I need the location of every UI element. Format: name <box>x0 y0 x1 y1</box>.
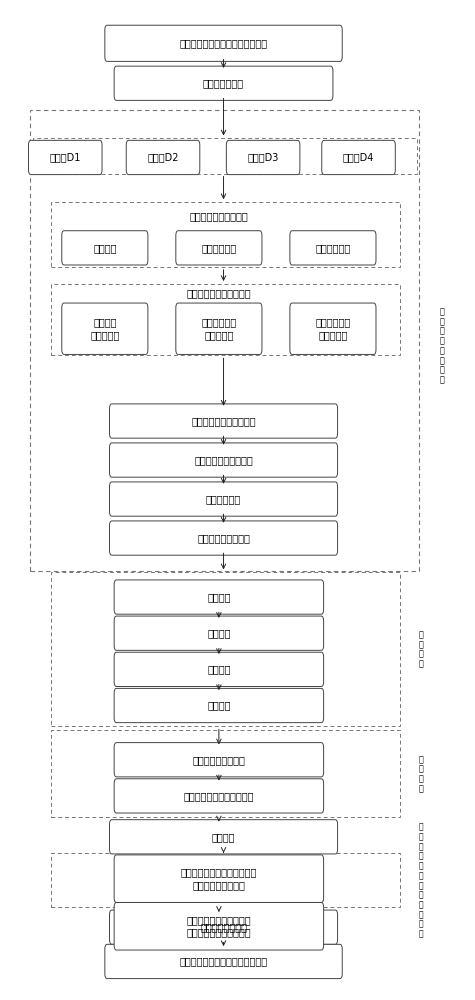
Text: 目的地D2: 目的地D2 <box>147 152 179 162</box>
Text: 定义行程时间
属性水平值: 定义行程时间 属性水平值 <box>201 318 237 340</box>
FancyBboxPatch shape <box>114 855 323 902</box>
Text: 主体属性水平值正交组合: 主体属性水平值正交组合 <box>191 416 256 426</box>
FancyBboxPatch shape <box>226 140 300 175</box>
FancyBboxPatch shape <box>322 140 395 175</box>
FancyBboxPatch shape <box>176 231 262 265</box>
FancyBboxPatch shape <box>62 303 148 354</box>
Bar <box>51 730 400 817</box>
Text: 确定自行车周转率: 确定自行车周转率 <box>200 922 247 932</box>
FancyBboxPatch shape <box>114 66 333 100</box>
Text: 设
置
意
愿
调
查
问
卷: 设 置 意 愿 调 查 问 卷 <box>440 307 445 384</box>
Text: 定义问卷主体属性水平值: 定义问卷主体属性水平值 <box>187 289 251 299</box>
Text: 确定费用: 确定费用 <box>93 243 116 253</box>
Bar <box>30 110 419 571</box>
FancyBboxPatch shape <box>290 303 376 354</box>
FancyBboxPatch shape <box>114 902 323 950</box>
Text: 定义费用
属性水平值: 定义费用 属性水平值 <box>90 318 120 340</box>
Text: 建
立
模
型: 建 立 模 型 <box>419 755 424 793</box>
Text: 设置调查问卷基本属性: 设置调查问卷基本属性 <box>194 455 253 465</box>
Text: 数据录入: 数据录入 <box>207 664 231 674</box>
FancyBboxPatch shape <box>109 521 338 555</box>
Text: 定义选择枝效用变量: 定义选择枝效用变量 <box>192 755 245 765</box>
FancyBboxPatch shape <box>114 616 323 650</box>
FancyBboxPatch shape <box>109 404 338 438</box>
Bar <box>51 572 400 726</box>
Text: 调查数据: 调查数据 <box>207 592 231 602</box>
Text: 计算出站乘客选择自行车
接驳轨道交通的平均概率: 计算出站乘客选择自行车 接驳轨道交通的平均概率 <box>187 915 251 937</box>
Text: 补充调查说明: 补充调查说明 <box>206 494 241 504</box>
Text: 确定轨道交通站点接驳自行车数量: 确定轨道交通站点接驳自行车数量 <box>180 956 267 966</box>
Text: 标定参数: 标定参数 <box>212 832 235 842</box>
Text: 数据导入: 数据导入 <box>207 701 231 711</box>
FancyBboxPatch shape <box>114 743 323 777</box>
Text: 处理数据: 处理数据 <box>207 628 231 638</box>
Text: 定义选择枝效用函数确定项: 定义选择枝效用函数确定项 <box>184 791 254 801</box>
FancyBboxPatch shape <box>109 820 338 854</box>
FancyBboxPatch shape <box>62 231 148 265</box>
FancyBboxPatch shape <box>28 140 102 175</box>
Text: 数
据
处
理: 数 据 处 理 <box>419 630 424 668</box>
FancyBboxPatch shape <box>109 482 338 516</box>
FancyBboxPatch shape <box>109 443 338 477</box>
FancyBboxPatch shape <box>114 652 323 686</box>
FancyBboxPatch shape <box>114 688 323 723</box>
Text: 记录轨道交通站点现存的接驳方式: 记录轨道交通站点现存的接驳方式 <box>180 38 267 48</box>
Text: 出
站
乘
客
选
择
自
行
车
的
概
率: 出 站 乘 客 选 择 自 行 车 的 概 率 <box>419 823 424 938</box>
Bar <box>51 853 400 907</box>
Bar <box>33 138 417 174</box>
FancyBboxPatch shape <box>105 25 342 61</box>
FancyBboxPatch shape <box>126 140 200 175</box>
FancyBboxPatch shape <box>176 303 262 354</box>
Text: 计算每位出站乘客选择自行车
接驳轨道交通的概率: 计算每位出站乘客选择自行车 接驳轨道交通的概率 <box>180 867 257 890</box>
FancyBboxPatch shape <box>109 910 338 944</box>
Text: 目的地D4: 目的地D4 <box>343 152 374 162</box>
Text: 确定等待时间: 确定等待时间 <box>315 243 351 253</box>
Text: 选取调查目的地: 选取调查目的地 <box>203 78 244 88</box>
Text: 设置调查问卷主体属性: 设置调查问卷主体属性 <box>190 211 248 221</box>
Text: 确定行程时间: 确定行程时间 <box>201 243 237 253</box>
Bar <box>51 202 400 267</box>
Text: 定义等待时间
属性水平值: 定义等待时间 属性水平值 <box>315 318 351 340</box>
Text: 形成完整的调查问卷: 形成完整的调查问卷 <box>197 533 250 543</box>
FancyBboxPatch shape <box>114 580 323 614</box>
Text: 目的地D3: 目的地D3 <box>247 152 279 162</box>
Bar <box>51 284 400 355</box>
FancyBboxPatch shape <box>114 779 323 813</box>
FancyBboxPatch shape <box>105 944 342 979</box>
FancyBboxPatch shape <box>290 231 376 265</box>
Text: 目的地D1: 目的地D1 <box>49 152 81 162</box>
